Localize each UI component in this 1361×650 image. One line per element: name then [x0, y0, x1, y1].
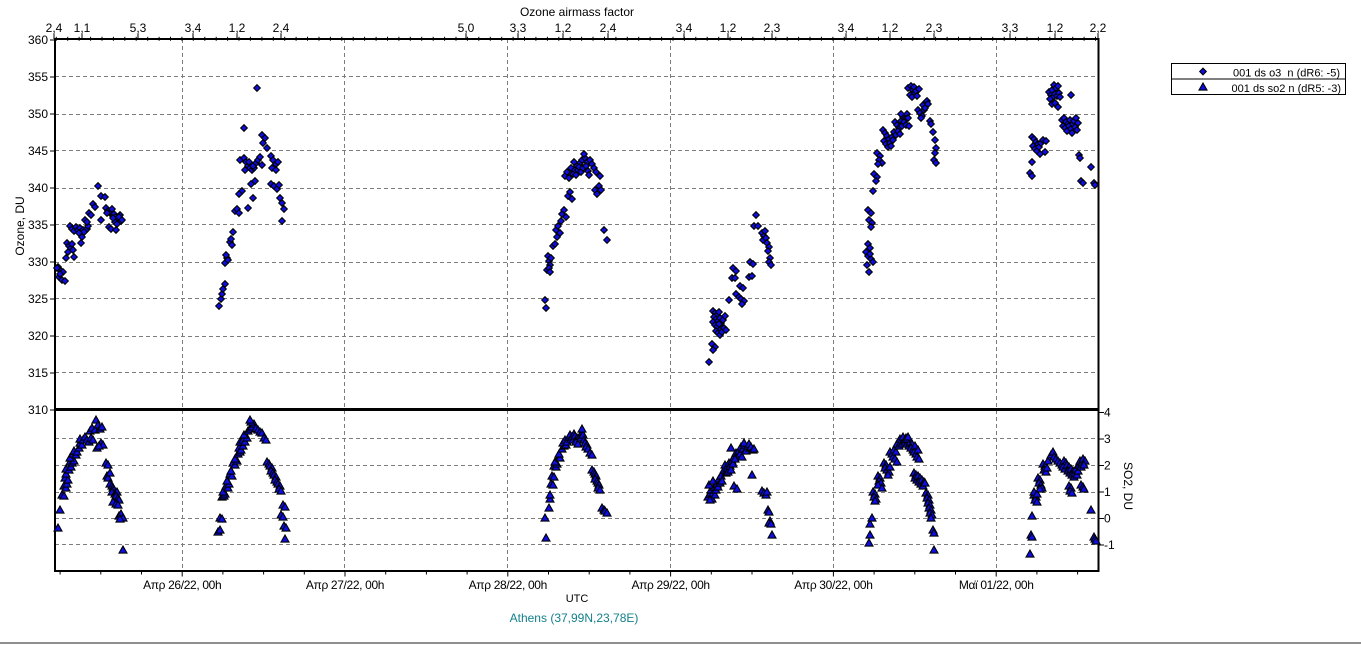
svg-text:4: 4 [1104, 406, 1111, 420]
svg-text:2,2: 2,2 [1090, 21, 1107, 35]
svg-text:355: 355 [28, 70, 48, 84]
svg-text:Απρ 29/22, 00h: Απρ 29/22, 00h [631, 578, 709, 592]
svg-text:340: 340 [28, 181, 48, 195]
svg-text:310: 310 [28, 403, 48, 417]
svg-text:Ozone airmass factor: Ozone airmass factor [520, 5, 634, 19]
svg-text:3: 3 [1104, 432, 1111, 446]
svg-text:330: 330 [28, 255, 48, 269]
svg-text:3,4: 3,4 [185, 21, 202, 35]
svg-text:001 ds o3 n (dR6: -5): 001 ds o3 n (dR6: -5) [1233, 68, 1340, 80]
svg-text:315: 315 [28, 366, 48, 380]
svg-text:2,4: 2,4 [46, 21, 63, 35]
svg-text:360: 360 [28, 33, 48, 47]
svg-text:Απρ 27/22, 00h: Απρ 27/22, 00h [306, 578, 384, 592]
svg-text:335: 335 [28, 218, 48, 232]
svg-text:SO2, DU: SO2, DU [1121, 462, 1135, 510]
svg-text:Απρ 30/22, 00h: Απρ 30/22, 00h [794, 578, 872, 592]
svg-text:1,1: 1,1 [74, 21, 91, 35]
svg-text:325: 325 [28, 292, 48, 306]
svg-text:1,2: 1,2 [720, 21, 737, 35]
svg-text:3,3: 3,3 [510, 21, 527, 35]
svg-text:Απρ 26/22, 00h: Απρ 26/22, 00h [143, 578, 221, 592]
svg-text:5,0: 5,0 [458, 21, 475, 35]
svg-text:3,4: 3,4 [676, 21, 693, 35]
svg-text:3,3: 3,3 [1002, 21, 1019, 35]
svg-text:Απρ 28/22, 00h: Απρ 28/22, 00h [469, 578, 547, 592]
svg-text:1,2: 1,2 [882, 21, 899, 35]
svg-text:3,4: 3,4 [838, 21, 855, 35]
svg-text:2,4: 2,4 [600, 21, 617, 35]
svg-text:320: 320 [28, 329, 48, 343]
svg-text:350: 350 [28, 107, 48, 121]
svg-text:2,4: 2,4 [273, 21, 290, 35]
svg-text:1,2: 1,2 [1047, 21, 1064, 35]
svg-text:001 ds so2 n (dR5: -3): 001 ds so2 n (dR5: -3) [1232, 83, 1341, 95]
svg-text:Μαϊ 01/22, 00h: Μαϊ 01/22, 00h [959, 578, 1034, 592]
svg-text:UTC: UTC [566, 593, 589, 605]
svg-text:2: 2 [1104, 459, 1111, 473]
svg-text:2,3: 2,3 [764, 21, 781, 35]
svg-text:-1: -1 [1104, 538, 1115, 552]
svg-text:Athens (37,99N,23,78E): Athens (37,99N,23,78E) [510, 611, 639, 625]
svg-text:5,3: 5,3 [130, 21, 147, 35]
svg-text:Ozone, DU: Ozone, DU [13, 196, 27, 255]
svg-text:2,3: 2,3 [926, 21, 943, 35]
svg-text:1,2: 1,2 [229, 21, 246, 35]
svg-text:0: 0 [1104, 512, 1111, 526]
svg-text:345: 345 [28, 144, 48, 158]
svg-text:1,2: 1,2 [555, 21, 572, 35]
svg-text:1: 1 [1104, 485, 1111, 499]
